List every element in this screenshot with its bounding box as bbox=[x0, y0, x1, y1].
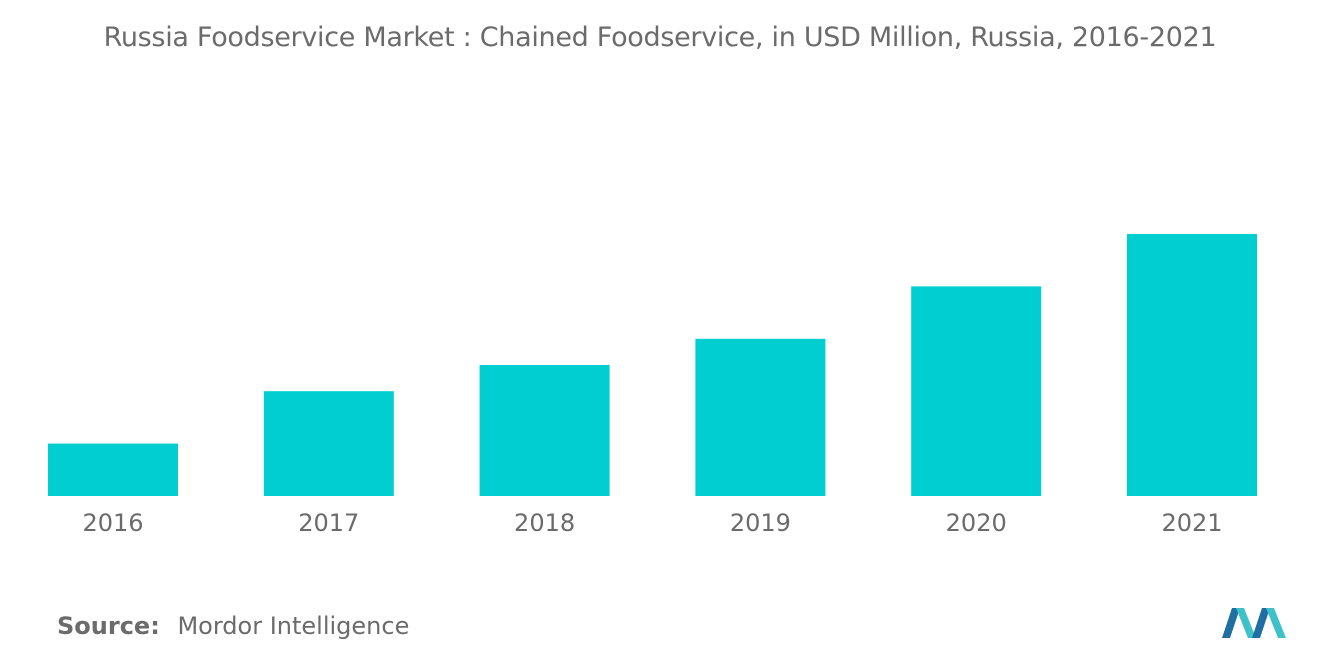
x-tick-label-2021: 2021 bbox=[1161, 509, 1222, 537]
bar-2020 bbox=[911, 286, 1042, 496]
x-tick-label-2017: 2017 bbox=[298, 509, 359, 537]
bar-2017 bbox=[263, 391, 394, 496]
source-note: Source: Mordor Intelligence bbox=[57, 612, 409, 640]
bar-2021 bbox=[1127, 234, 1257, 496]
bars-group bbox=[48, 234, 1257, 496]
x-tick-label-2019: 2019 bbox=[730, 509, 791, 537]
bar-2019 bbox=[695, 338, 826, 496]
logo-left-shape bbox=[1222, 608, 1240, 638]
bar-2016 bbox=[48, 443, 178, 496]
x-tick-label-2016: 2016 bbox=[82, 509, 143, 537]
mordor-intelligence-logo-icon bbox=[1222, 608, 1286, 638]
x-tick-labels: 2016 2017 2018 2019 2020 2021 bbox=[82, 509, 1222, 537]
chart-title: Russia Foodservice Market : Chained Food… bbox=[103, 22, 1217, 53]
bar-chart: 2016 2017 2018 2019 2020 2021 bbox=[48, 234, 1257, 537]
logo-right-shape bbox=[1266, 608, 1286, 638]
logo-mid-shape bbox=[1236, 608, 1256, 638]
source-label: Source: bbox=[57, 612, 160, 640]
bar-2018 bbox=[479, 365, 610, 496]
logo-mid-right-shape bbox=[1252, 608, 1270, 638]
x-tick-label-2020: 2020 bbox=[946, 509, 1007, 537]
x-tick-label-2018: 2018 bbox=[514, 509, 575, 537]
source-text: Mordor Intelligence bbox=[177, 612, 410, 640]
